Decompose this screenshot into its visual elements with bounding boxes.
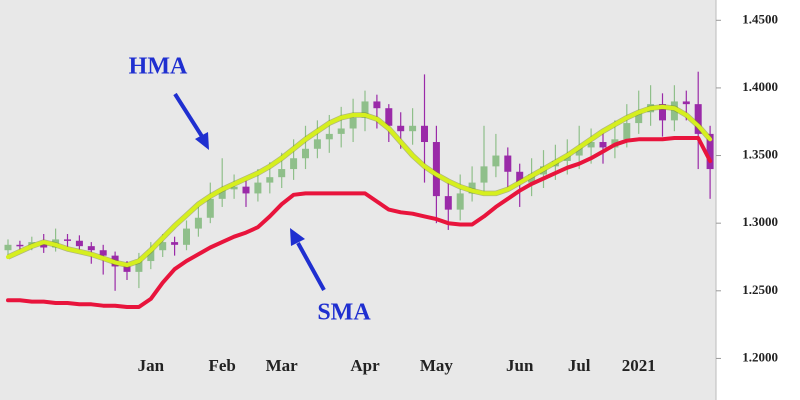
candle-body — [230, 186, 238, 190]
candle-body — [194, 217, 202, 229]
candle-body — [254, 182, 262, 194]
candle-body — [99, 250, 107, 256]
candle-body — [266, 177, 274, 183]
x-tick-label: Jan — [138, 356, 165, 375]
candle-body — [492, 155, 500, 167]
x-tick-label: Jul — [568, 356, 591, 375]
candle-body — [516, 171, 524, 183]
y-tick-label: 1.3000 — [742, 214, 778, 229]
candle-body — [290, 158, 298, 170]
candle-body — [16, 244, 24, 247]
x-tick-label: Feb — [209, 356, 236, 375]
x-tick-label: 2021 — [622, 356, 656, 375]
candle-body — [504, 155, 512, 172]
y-tick-label: 1.4500 — [742, 11, 778, 26]
candle-body — [171, 242, 179, 245]
candle-body — [361, 101, 369, 118]
candle-body — [242, 186, 250, 194]
x-tick-label: Mar — [266, 356, 299, 375]
arrows — [173, 92, 326, 291]
plot-background — [0, 0, 716, 400]
candle-body — [575, 147, 583, 156]
y-tick-label: 1.2000 — [742, 349, 778, 364]
candle-body — [694, 104, 702, 134]
candle-body — [147, 250, 155, 262]
candle-body — [456, 193, 464, 210]
candle-body — [444, 196, 452, 210]
plot — [4, 71, 714, 309]
x-tick-label: May — [420, 356, 454, 375]
candle-body — [635, 112, 643, 124]
x-tick-label: Apr — [350, 356, 380, 375]
arrow — [296, 242, 326, 291]
arrow-head — [290, 228, 305, 246]
candle-body — [183, 228, 190, 245]
line — [6, 136, 713, 309]
annotation: HMA — [129, 54, 188, 80]
candle-body — [64, 239, 71, 241]
candle-body — [623, 123, 631, 140]
candle-body — [480, 166, 488, 183]
candle-body — [432, 142, 440, 197]
candle-body — [373, 101, 381, 109]
candle-body — [349, 117, 357, 129]
candle-body — [659, 104, 666, 121]
candle-body — [313, 139, 321, 149]
candle-body — [75, 240, 83, 247]
candle-body — [87, 246, 95, 251]
candle-body — [385, 108, 393, 126]
candle-body — [302, 148, 309, 159]
y-tick-label: 1.3500 — [742, 147, 778, 162]
candle-body — [682, 101, 690, 105]
candle-body — [706, 133, 714, 170]
candle-body — [421, 125, 428, 143]
y-tick-label: 1.4000 — [742, 79, 778, 94]
candle-body — [278, 169, 286, 178]
candle-body — [587, 142, 595, 148]
candle-body — [325, 133, 333, 140]
candle-body — [123, 266, 131, 272]
candle-body — [397, 125, 405, 132]
arrow — [173, 92, 205, 140]
candle-body — [159, 242, 167, 251]
candle-body — [337, 128, 345, 134]
candle-body — [409, 125, 417, 132]
candle-body — [206, 198, 214, 218]
candle-body — [599, 142, 607, 148]
candle-body — [4, 244, 12, 251]
annotation: SMA — [317, 300, 371, 326]
y-tick-label: 1.2500 — [742, 282, 778, 297]
arrow-head — [195, 132, 209, 150]
candle-body — [135, 261, 143, 272]
candle-body — [218, 189, 226, 199]
x-tick-label: Jun — [506, 356, 534, 375]
line — [6, 104, 713, 268]
